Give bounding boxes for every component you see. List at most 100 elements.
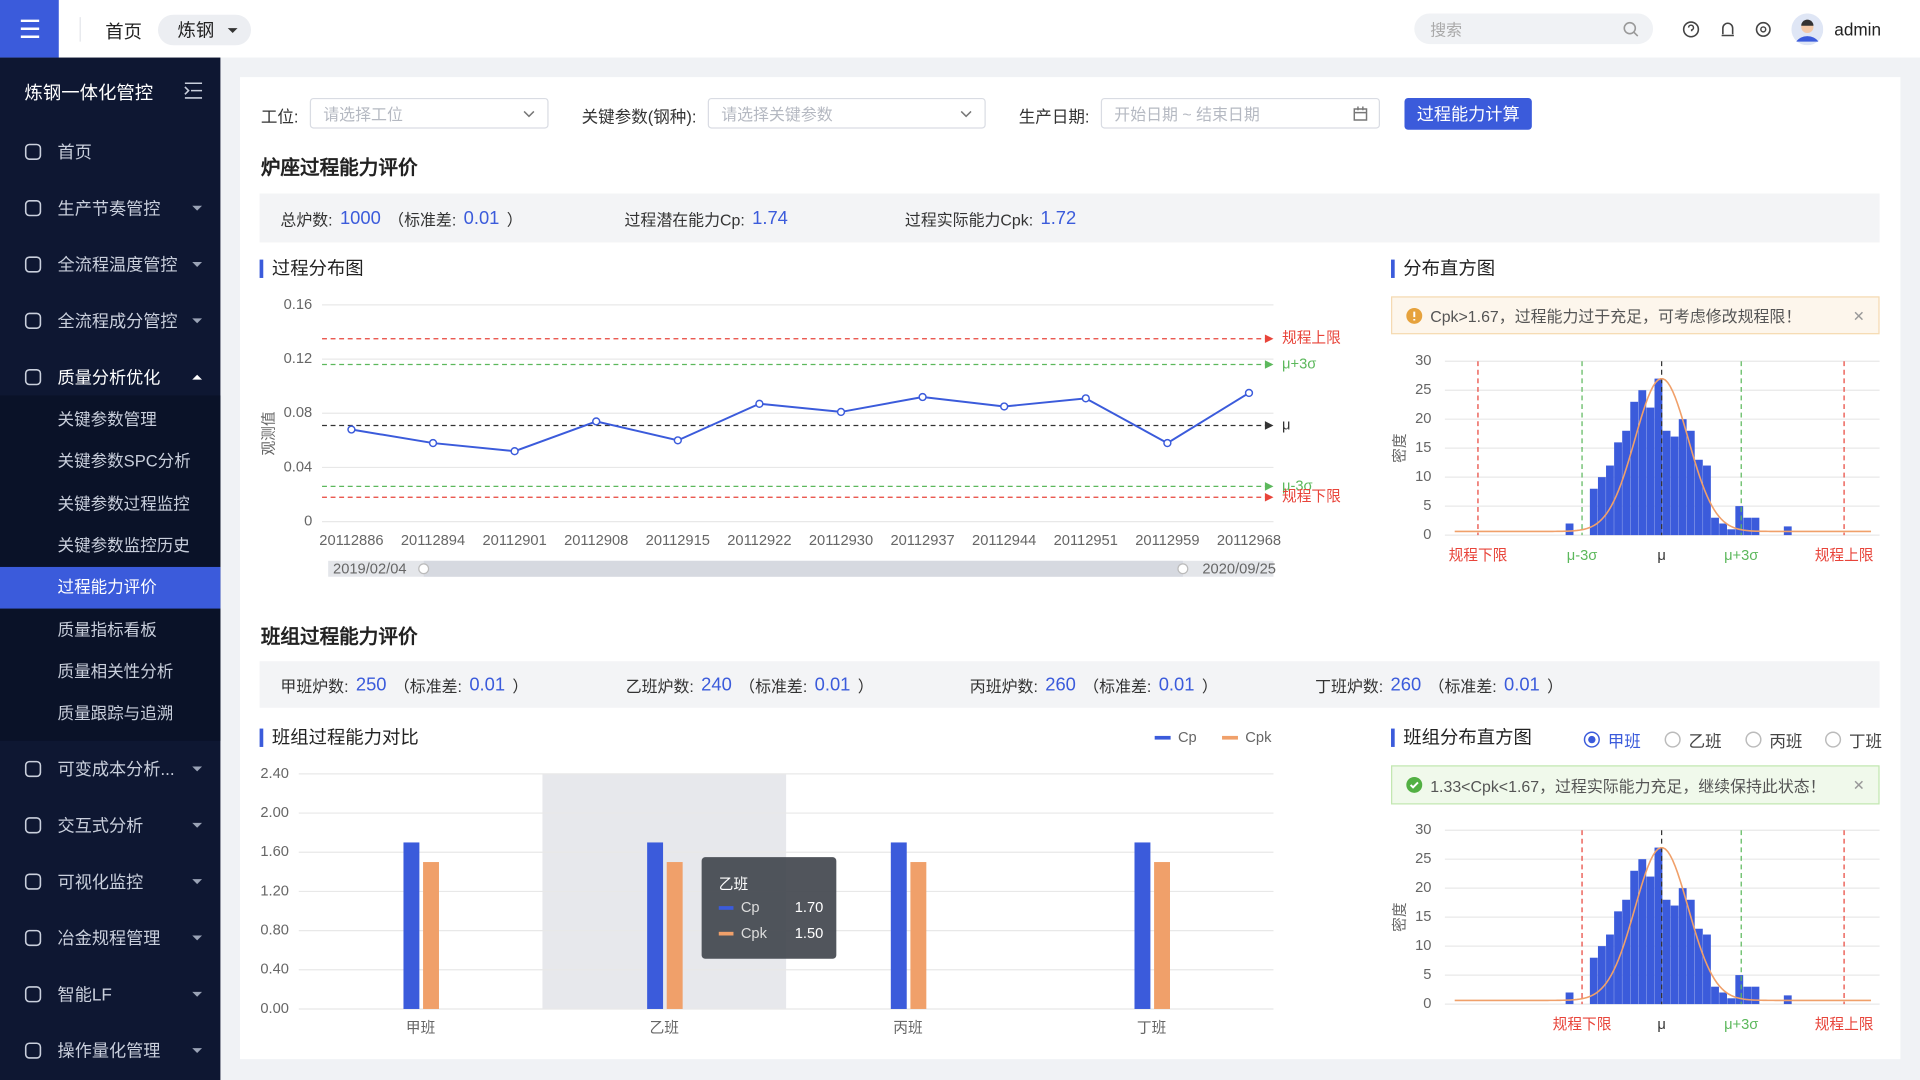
menu-item[interactable]: 全流程温度管控 bbox=[0, 244, 220, 286]
stat-std: 0.01 bbox=[1158, 674, 1195, 696]
menu-item[interactable]: 质量分析优化 bbox=[0, 356, 220, 398]
success-icon bbox=[1406, 776, 1423, 793]
submenu-item[interactable]: 关键参数管理 bbox=[57, 410, 157, 429]
filter-label: 生产日期: bbox=[1018, 107, 1090, 127]
menu-icon bbox=[24, 817, 42, 834]
chart-title: 班组过程能力对比 bbox=[259, 728, 419, 747]
filter-select[interactable]: 请选择关键参数 bbox=[707, 97, 986, 129]
caret bbox=[192, 879, 203, 885]
stat-label: 过程实际能力Cpk: bbox=[904, 210, 1034, 229]
stats-row bbox=[259, 661, 1880, 708]
breadcrumb-tab[interactable]: 炼钢 bbox=[157, 14, 252, 46]
sidebar-title: 炼钢一体化管控 bbox=[24, 83, 154, 105]
hamburger-icon bbox=[20, 19, 40, 38]
submenu-item[interactable]: 质量指标看板 bbox=[57, 620, 157, 639]
radio-option[interactable]: 丁班 bbox=[1824, 727, 1882, 751]
chart-title: 分布直方图 bbox=[1391, 259, 1495, 278]
menu-item[interactable]: 首页 bbox=[0, 131, 220, 173]
dropdown-icon bbox=[960, 110, 972, 118]
submenu-item[interactable]: 过程能力评价 bbox=[0, 567, 221, 609]
stat-std-label: （标准差: bbox=[388, 210, 457, 229]
calc-button[interactable]: 过程能力计算 bbox=[1404, 97, 1532, 130]
stat: 丁班炉数: 260 （标准差: 0.01 ） bbox=[1315, 673, 1563, 696]
tooltip-title: 乙班 bbox=[718, 875, 749, 893]
menu-label: 质量分析优化 bbox=[57, 367, 161, 387]
caret bbox=[192, 823, 203, 829]
header-icons[interactable] bbox=[1680, 17, 1778, 41]
radio-option[interactable]: 丙班 bbox=[1745, 727, 1802, 751]
menu-item[interactable]: 全流程成分管控 bbox=[0, 300, 220, 342]
section-title: 炉座过程能力评价 bbox=[260, 157, 418, 179]
filter-select[interactable]: 请选择工位 bbox=[309, 97, 549, 129]
stat: 甲班炉数: 250 （标准差: 0.01 ） bbox=[280, 673, 528, 696]
chart-title: 过程分布图 bbox=[259, 259, 364, 278]
stat-close: ） bbox=[1201, 677, 1218, 696]
menu-label: 全流程成分管控 bbox=[57, 311, 178, 331]
radio bbox=[1745, 731, 1762, 748]
stat-value: 250 bbox=[355, 674, 387, 696]
avatar[interactable] bbox=[1791, 13, 1824, 46]
submenu-item[interactable]: 质量跟踪与追溯 bbox=[57, 704, 174, 723]
filter-placeholder: 开始日期 ~ 结束日期 bbox=[1114, 105, 1260, 124]
alert-text: 1.33<Cpk<1.67，过程实际能力充足，继续保持此状态！ bbox=[1430, 776, 1826, 796]
stat-value: 260 bbox=[1390, 674, 1422, 696]
stat-value: 240 bbox=[701, 674, 732, 696]
menu-icon bbox=[24, 761, 42, 778]
stat: 过程潜在能力Cp: 1.74 bbox=[624, 207, 795, 230]
menu-item[interactable]: 交互式分析 bbox=[0, 805, 220, 847]
stat-close: ） bbox=[1547, 677, 1564, 696]
menu-icon bbox=[24, 873, 42, 891]
user-name[interactable]: admin bbox=[1834, 19, 1881, 40]
menu-icon bbox=[24, 1042, 42, 1060]
menu-item[interactable]: 可变成本分析... bbox=[0, 749, 220, 791]
radio bbox=[1583, 731, 1600, 748]
menu-item[interactable]: 冶金规程管理 bbox=[0, 918, 220, 960]
caret bbox=[192, 205, 203, 211]
menu-item[interactable]: 生产节奏管控 bbox=[0, 187, 220, 229]
menu-item[interactable]: 可视化监控 bbox=[0, 861, 220, 903]
filter-select[interactable]: 开始日期 ~ 结束日期 bbox=[1100, 97, 1380, 129]
collapse-icon[interactable] bbox=[184, 82, 204, 99]
radio-label: 乙班 bbox=[1688, 732, 1722, 751]
radio-option[interactable]: 乙班 bbox=[1664, 727, 1722, 751]
stat-label: 过程潜在能力Cp: bbox=[624, 210, 745, 229]
close-icon[interactable] bbox=[1853, 779, 1865, 791]
stat-std: 0.01 bbox=[463, 208, 500, 229]
alert-success: 1.33<Cpk<1.67，过程实际能力充足，继续保持此状态！ bbox=[1391, 765, 1880, 805]
close-icon[interactable] bbox=[1853, 309, 1865, 321]
submenu-item[interactable]: 质量相关性分析 bbox=[57, 662, 174, 681]
tooltip: 乙班 Cp 1.70 Cpk 1.50 bbox=[701, 857, 837, 959]
menu-item[interactable]: 操作量化管理 bbox=[0, 1030, 220, 1072]
breadcrumb[interactable]: 首页 bbox=[105, 22, 143, 43]
separator bbox=[79, 17, 81, 42]
stat-std-label: （标准差: bbox=[393, 677, 462, 696]
stat: 丙班炉数: 260 （标准差: 0.01 ） bbox=[970, 673, 1218, 696]
tooltip-swatch bbox=[718, 931, 734, 936]
submenu: 关键参数管理关键参数SPC分析 关键参数过程监控 关键参数监控历史过程能力评价质量指… bbox=[0, 395, 221, 742]
stat-close: ） bbox=[506, 210, 523, 229]
stat: 过程实际能力Cpk: 1.72 bbox=[905, 207, 1084, 230]
stats-row bbox=[259, 193, 1880, 243]
submenu-item[interactable]: 关键参数过程监控 bbox=[57, 494, 190, 513]
submenu-item[interactable]: 关键参数监控历史 bbox=[57, 536, 190, 555]
menu-icon bbox=[24, 930, 42, 947]
submenu-item[interactable]: 关键参数SPC分析 bbox=[57, 452, 191, 471]
caret bbox=[192, 318, 203, 324]
menu-label: 操作量化管理 bbox=[57, 1041, 161, 1061]
radio-label: 丁班 bbox=[1848, 732, 1883, 751]
menu-toggle[interactable] bbox=[0, 0, 59, 58]
stat-close: ） bbox=[857, 677, 874, 696]
radio-option[interactable]: 甲班 bbox=[1583, 727, 1641, 751]
menu-icon bbox=[24, 312, 42, 329]
search-box[interactable]: 搜索 bbox=[1414, 13, 1654, 45]
stat-std-label: （标准差: bbox=[1428, 677, 1497, 696]
breadcrumb-label: 炼钢 bbox=[177, 20, 215, 42]
caret bbox=[192, 767, 203, 772]
calendar-icon bbox=[1353, 106, 1368, 121]
stat-std: 0.01 bbox=[469, 674, 506, 696]
menu-label: 可变成本分析... bbox=[57, 759, 175, 780]
stat-std: 0.01 bbox=[814, 674, 851, 696]
menu-item[interactable]: 智能LF bbox=[0, 974, 220, 1016]
filter-label: 工位: bbox=[260, 107, 299, 127]
